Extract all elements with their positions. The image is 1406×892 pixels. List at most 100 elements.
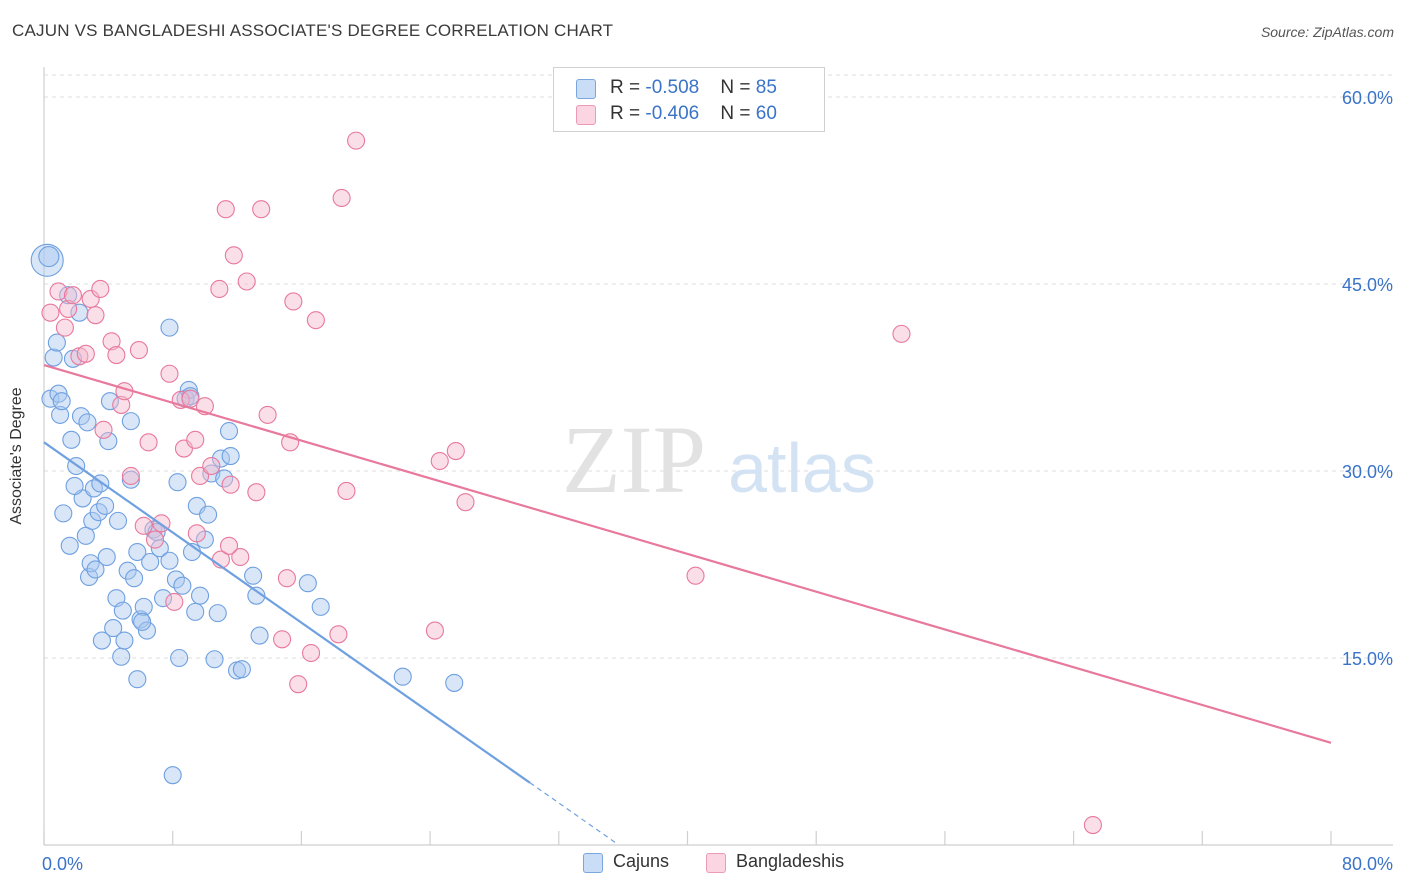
point-bangladeshis [41, 303, 60, 322]
point-cajuns [125, 569, 144, 588]
chart-title: CAJUN VS BANGLADESHI ASSOCIATE'S DEGREE … [12, 21, 614, 40]
point-bangladeshis [1083, 816, 1102, 835]
trend-line-bangladeshis [43, 363, 1332, 744]
point-cajuns [163, 766, 182, 785]
point-cajuns [232, 660, 251, 679]
point-bangladeshis [219, 536, 239, 555]
point-cajuns [186, 602, 205, 621]
point-cajuns [393, 667, 412, 686]
point-bangladeshis [139, 433, 158, 452]
point-cajuns [115, 631, 134, 650]
point-bangladeshis [49, 282, 68, 301]
point-cajuns [247, 586, 266, 605]
correlation-legend: R = -0.508 N = 85 R = -0.406 N = 60 [553, 67, 825, 132]
point-bangladeshis [289, 675, 308, 694]
legend-swatch-cajuns [583, 853, 603, 873]
point-bangladeshis [332, 188, 351, 208]
point-cajuns [104, 619, 123, 638]
point-cajuns [205, 650, 224, 669]
trend-line-cajuns [43, 441, 531, 784]
point-bangladeshis [107, 346, 126, 365]
point-cajuns [52, 392, 71, 411]
point-bangladeshis [247, 483, 266, 502]
point-cajuns [128, 542, 147, 562]
point-bangladeshis [81, 289, 100, 309]
series-cajuns [30, 243, 464, 785]
point-bangladeshis [456, 493, 475, 512]
point-cajuns [170, 648, 189, 668]
point-bangladeshis [237, 272, 256, 291]
source-label: Source: ZipAtlas.com [1260, 24, 1394, 40]
point-bangladeshis [160, 364, 179, 383]
point-bangladeshis [216, 200, 235, 219]
point-cajuns [190, 586, 210, 605]
point-cajuns [59, 286, 78, 305]
y-tick-label-30: 30.0% [1342, 462, 1393, 482]
point-cajuns [298, 574, 317, 593]
point-cajuns [221, 446, 240, 466]
point-bangladeshis [446, 442, 465, 461]
y-axis-label: Associate's Degree [8, 387, 25, 525]
trend-lines [43, 363, 1332, 843]
point-cajuns [244, 566, 263, 585]
point-bangladeshis [76, 344, 95, 363]
point-bangladeshis [258, 405, 277, 424]
point-bangladeshis [190, 466, 210, 486]
point-cajuns [47, 333, 66, 352]
point-bangladeshis [231, 547, 250, 567]
point-bangladeshis [306, 311, 325, 330]
point-bangladeshis [165, 592, 184, 611]
point-bangladeshis [102, 332, 121, 351]
watermark: ZIP atlas [562, 406, 876, 513]
point-cajuns [54, 504, 73, 523]
point-cajuns [134, 597, 153, 616]
point-cajuns [97, 547, 116, 567]
point-cajuns [160, 318, 179, 337]
point-cajuns [44, 348, 63, 367]
axes [43, 67, 1393, 846]
legend-swatch-cajuns [576, 79, 596, 99]
tick-labels: 15.0% 30.0% 45.0% 60.0% 0.0% 80.0% [42, 88, 1393, 874]
trend-extension-cajuns [529, 782, 616, 843]
point-cajuns [160, 551, 179, 570]
point-cajuns [113, 601, 132, 620]
data-points [30, 131, 1102, 835]
point-bangladeshis [210, 279, 229, 299]
point-bangladeshis [686, 566, 705, 585]
point-cajuns [118, 561, 137, 580]
point-bangladeshis [221, 475, 240, 494]
point-bangladeshis [187, 524, 206, 543]
point-cajuns [51, 405, 70, 424]
point-bangladeshis [86, 306, 105, 325]
point-bangladeshis [145, 530, 165, 549]
point-cajuns [62, 430, 81, 449]
point-cajuns [311, 597, 330, 616]
point-cajuns [81, 554, 100, 573]
point-cajuns [173, 576, 192, 595]
legend-label-cajuns: Cajuns [613, 851, 670, 871]
legend-swatch-bangladeshis [706, 853, 726, 873]
point-cajuns [96, 496, 115, 515]
point-cajuns [199, 505, 218, 524]
point-bangladeshis [277, 569, 296, 588]
point-cajuns [65, 476, 84, 496]
point-bangladeshis [55, 318, 74, 337]
point-bangladeshis [252, 200, 271, 219]
point-bangladeshis [273, 630, 292, 649]
point-cajuns [86, 560, 105, 579]
point-cajuns [150, 539, 169, 558]
x-tick-label-0: 0.0% [42, 854, 83, 874]
point-cajuns [219, 422, 239, 441]
point-cajuns [38, 246, 60, 268]
point-cajuns [208, 604, 227, 623]
point-cajuns [141, 552, 160, 572]
point-bangladeshis [202, 456, 221, 476]
point-bangladeshis [91, 279, 110, 299]
point-bangladeshis [337, 481, 356, 500]
point-cajuns [168, 473, 187, 492]
point-bangladeshis [186, 430, 205, 449]
point-bangladeshis [134, 516, 153, 535]
point-bangladeshis [347, 131, 366, 150]
point-cajuns [79, 567, 99, 587]
